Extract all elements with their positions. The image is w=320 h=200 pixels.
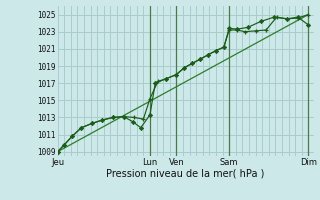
X-axis label: Pression niveau de la mer( hPa ): Pression niveau de la mer( hPa ) bbox=[107, 168, 265, 178]
